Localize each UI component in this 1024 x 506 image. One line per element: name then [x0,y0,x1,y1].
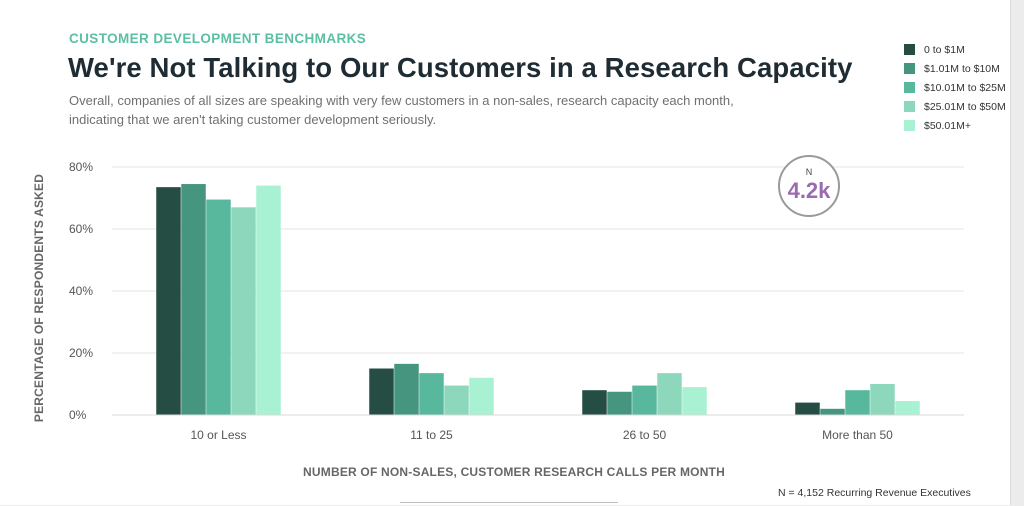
badge-label: N [805,167,813,177]
chart-legend: 0 to $1M $1.01M to $10M $10.01M to $25M … [904,40,1006,135]
bar [256,185,281,415]
legend-item: $25.01M to $50M [904,97,1006,116]
bar [582,390,607,415]
legend-label: $50.01M+ [924,119,971,132]
legend-swatch [904,82,915,93]
legend-swatch [904,44,915,55]
bar [607,391,632,415]
legend-label: $1.01M to $10M [924,62,1000,75]
bar [394,363,419,415]
bar [632,385,657,415]
legend-swatch [904,101,915,112]
x-category-label: 11 to 25 [410,428,453,442]
bar [895,401,920,415]
y-tick-label: 0% [69,408,87,422]
legend-item: $50.01M+ [904,116,1006,135]
sample-footnote: N = 4,152 Recurring Revenue Executives [778,487,971,499]
legend-item: $1.01M to $10M [904,59,1006,78]
legend-swatch [904,63,915,74]
bar [870,384,895,415]
sample-size-badge: N 4.2k [778,155,840,217]
bar [820,408,845,415]
bar [795,402,820,415]
y-tick-label: 40% [69,284,93,298]
x-category-label: More than 50 [822,428,893,442]
y-axis-title: PERCENTAGE OF RESPONDENTS ASKED [32,174,46,422]
bar [369,368,394,415]
legend-label: $25.01M to $50M [924,100,1006,113]
y-tick-label: 60% [69,222,93,236]
chart-kicker: CUSTOMER DEVELOPMENT BENCHMARKS [69,31,367,46]
bar [682,387,707,415]
badge-value: 4.2k [787,178,831,203]
bar-chart: 0% 20% 40% 60% 80% 10 or Less 11 to 25 26 to 50… [32,160,964,479]
chart-subtitle: Overall, companies of all sizes are spea… [69,93,734,127]
bar [156,187,181,415]
legend-label: 0 to $1M [924,43,965,56]
x-axis-title: NUMBER OF NON-SALES, CUSTOMER RESEARCH C… [303,465,725,479]
y-tick-label: 80% [69,160,93,174]
bar [181,184,206,415]
bar [206,199,231,415]
bar [657,373,682,415]
chart-title: We're Not Talking to Our Customers in a … [68,52,853,83]
bar [231,207,256,415]
x-category-label: 26 to 50 [623,428,667,442]
x-category-label: 10 or Less [190,428,246,442]
bar [444,385,469,415]
legend-item: $10.01M to $25M [904,78,1006,97]
legend-item: 0 to $1M [904,40,1006,59]
legend-label: $10.01M to $25M [924,81,1006,94]
bar [469,377,494,415]
bar [845,390,870,415]
bottom-divider [400,502,618,506]
legend-swatch [904,120,915,131]
y-tick-label: 20% [69,346,93,360]
bar [419,373,444,415]
